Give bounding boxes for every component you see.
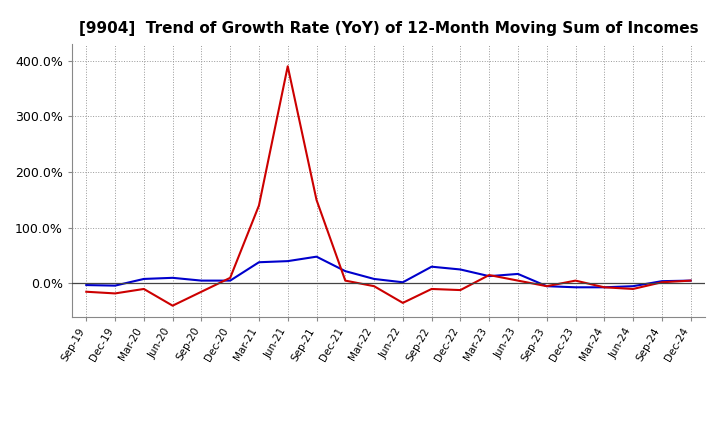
Ordinary Income Growth Rate — [571, 285, 580, 290]
Ordinary Income Growth Rate — [82, 282, 91, 288]
Ordinary Income Growth Rate — [140, 276, 148, 282]
Ordinary Income Growth Rate — [226, 278, 235, 283]
Ordinary Income Growth Rate — [312, 254, 321, 259]
Title: [9904]  Trend of Growth Rate (YoY) of 12-Month Moving Sum of Incomes: [9904] Trend of Growth Rate (YoY) of 12-… — [78, 21, 698, 36]
Net Income Growth Rate — [513, 278, 522, 283]
Ordinary Income Growth Rate — [255, 260, 264, 265]
Ordinary Income Growth Rate — [370, 276, 379, 282]
Net Income Growth Rate — [629, 286, 637, 292]
Ordinary Income Growth Rate — [629, 283, 637, 289]
Net Income Growth Rate — [398, 300, 407, 305]
Net Income Growth Rate — [485, 272, 493, 278]
Net Income Growth Rate — [427, 286, 436, 292]
Net Income Growth Rate — [657, 280, 666, 285]
Net Income Growth Rate — [284, 64, 292, 69]
Net Income Growth Rate — [542, 283, 551, 289]
Net Income Growth Rate — [456, 287, 464, 293]
Ordinary Income Growth Rate — [513, 271, 522, 277]
Net Income Growth Rate — [168, 303, 177, 308]
Net Income Growth Rate — [197, 289, 206, 294]
Ordinary Income Growth Rate — [111, 283, 120, 288]
Ordinary Income Growth Rate — [600, 285, 608, 290]
Ordinary Income Growth Rate — [542, 283, 551, 289]
Net Income Growth Rate — [600, 285, 608, 290]
Ordinary Income Growth Rate — [341, 268, 350, 274]
Legend: Ordinary Income Growth Rate, Net Income Growth Rate: Ordinary Income Growth Rate, Net Income … — [159, 438, 618, 440]
Ordinary Income Growth Rate — [456, 267, 464, 272]
Ordinary Income Growth Rate — [168, 275, 177, 280]
Net Income Growth Rate — [312, 197, 321, 202]
Ordinary Income Growth Rate — [197, 278, 206, 283]
Net Income Growth Rate — [341, 278, 350, 283]
Net Income Growth Rate — [82, 289, 91, 294]
Net Income Growth Rate — [226, 275, 235, 280]
Ordinary Income Growth Rate — [686, 278, 695, 283]
Ordinary Income Growth Rate — [485, 274, 493, 279]
Net Income Growth Rate — [140, 286, 148, 292]
Line: Net Income Growth Rate: Net Income Growth Rate — [86, 66, 690, 306]
Net Income Growth Rate — [111, 291, 120, 296]
Ordinary Income Growth Rate — [427, 264, 436, 269]
Ordinary Income Growth Rate — [284, 258, 292, 264]
Net Income Growth Rate — [255, 203, 264, 208]
Net Income Growth Rate — [686, 278, 695, 283]
Net Income Growth Rate — [370, 283, 379, 289]
Ordinary Income Growth Rate — [398, 280, 407, 285]
Net Income Growth Rate — [571, 278, 580, 283]
Line: Ordinary Income Growth Rate: Ordinary Income Growth Rate — [86, 257, 690, 287]
Ordinary Income Growth Rate — [657, 279, 666, 284]
